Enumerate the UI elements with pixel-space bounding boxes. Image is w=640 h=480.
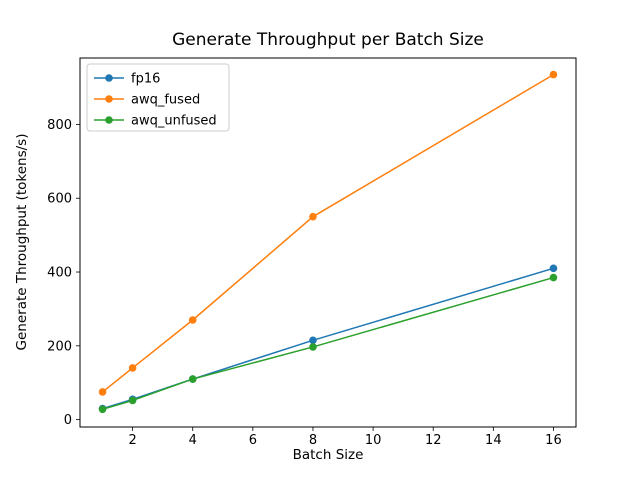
marker-awq_fused	[309, 212, 317, 221]
marker-awq_unfused	[309, 343, 317, 351]
x-tick-label: 10	[365, 433, 382, 448]
legend-marker-awq_unfused	[105, 116, 113, 124]
y-tick-label: 0	[64, 413, 72, 428]
legend-label-awq_unfused: awq_unfused	[131, 114, 217, 129]
legend-marker-awq_fused	[105, 95, 113, 103]
x-tick-label: 14	[485, 433, 502, 448]
marker-awq_unfused	[98, 405, 107, 414]
marker-awq_unfused	[128, 396, 137, 405]
legend-label-awq_fused: awq_fused	[131, 93, 200, 108]
legend-box	[86, 63, 230, 132]
marker-awq_fused	[188, 316, 197, 324]
marker-awq_unfused	[188, 375, 197, 383]
marker-awq_unfused	[549, 273, 558, 282]
marker-awq_fused	[549, 70, 558, 79]
legend-label-fp16: fp16	[131, 72, 160, 87]
marker-fp16	[309, 336, 317, 345]
y-axis-label: Generate Throughput (tokens/s)	[14, 133, 30, 351]
x-tick-label: 12	[425, 433, 442, 448]
y-tick-label: 200	[47, 339, 72, 354]
x-axis-label: Batch Size	[292, 447, 364, 463]
y-tick-label: 600	[47, 192, 72, 207]
x-tick-label: 4	[189, 433, 197, 448]
marker-fp16	[549, 264, 558, 273]
legend-marker-fp16	[105, 74, 113, 82]
x-tick-label: 2	[128, 433, 136, 448]
x-tick-label: 16	[545, 433, 562, 448]
marker-awq_fused	[128, 364, 137, 372]
y-tick-label: 400	[47, 266, 72, 281]
x-tick-label: 6	[249, 433, 257, 448]
x-tick-label: 8	[309, 433, 317, 448]
y-tick-label: 800	[47, 118, 72, 133]
chart-title: Generate Throughput per Batch Size	[172, 30, 484, 50]
marker-awq_fused	[98, 388, 107, 396]
